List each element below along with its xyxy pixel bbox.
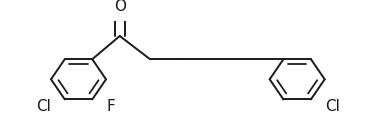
Text: Cl: Cl [36,99,51,114]
Text: O: O [114,0,126,14]
Text: Cl: Cl [325,99,340,114]
Text: F: F [106,99,115,114]
